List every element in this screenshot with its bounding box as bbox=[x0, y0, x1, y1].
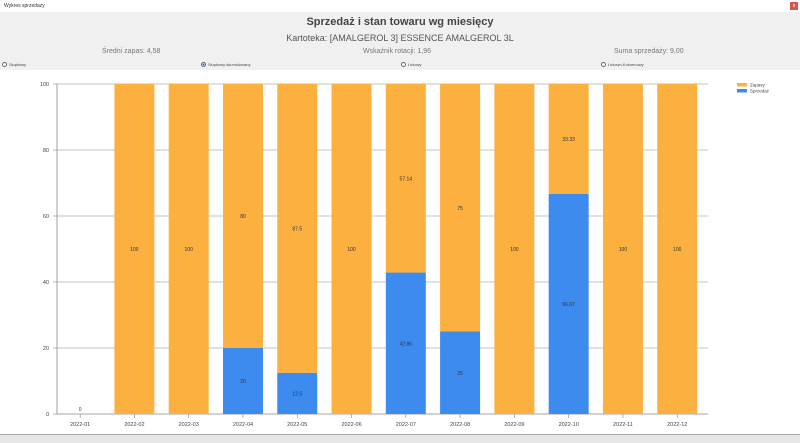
bar-sprzedaż bbox=[385, 272, 426, 414]
data-label: 33.33 bbox=[562, 137, 575, 143]
bar-zapasy bbox=[494, 84, 535, 414]
bar-sprzedaż bbox=[440, 331, 481, 414]
bar-zapasy bbox=[440, 84, 481, 332]
y-tick-label: 20 bbox=[43, 346, 49, 352]
x-tick-label: 2022-01 bbox=[70, 422, 90, 428]
y-tick-label: 40 bbox=[43, 280, 49, 286]
data-label: 0 bbox=[79, 407, 82, 413]
bar-zapasy bbox=[114, 84, 155, 414]
close-button[interactable]: x bbox=[790, 2, 798, 10]
bar-zapasy bbox=[222, 84, 263, 348]
y-tick-label: 100 bbox=[40, 82, 49, 88]
x-tick-label: 2022-02 bbox=[124, 422, 144, 428]
data-label: 100 bbox=[130, 247, 139, 253]
avg-stock-stat: Średni zapas: 4,58 bbox=[102, 48, 161, 55]
data-label: 87.5 bbox=[292, 226, 302, 232]
data-label: 12.5 bbox=[292, 391, 302, 397]
radio-line[interactable]: Liniowy bbox=[401, 62, 421, 67]
data-label: 100 bbox=[510, 247, 519, 253]
y-tick-label: 80 bbox=[43, 148, 49, 154]
data-label: 42.86 bbox=[400, 341, 413, 347]
data-label: 80 bbox=[240, 214, 246, 220]
rotation-stat: Wskaźnik rotacji: 1,96 bbox=[363, 48, 432, 55]
bottom-bar bbox=[0, 434, 800, 443]
legend-label: Sprzedaż bbox=[750, 89, 770, 94]
data-label: 75 bbox=[457, 206, 463, 212]
x-tick-label: 2022-07 bbox=[396, 422, 416, 428]
radio-bar[interactable]: Słupkowy bbox=[2, 62, 26, 67]
data-label: 100 bbox=[347, 247, 356, 253]
legend-swatch bbox=[737, 83, 747, 87]
window-title: Wykres sprzedazy bbox=[4, 3, 45, 9]
x-tick-label: 2022-03 bbox=[179, 422, 199, 428]
data-label: 100 bbox=[185, 247, 194, 253]
legend-label: Zapasy bbox=[750, 83, 766, 88]
y-tick-label: 0 bbox=[46, 412, 49, 418]
x-tick-label: 2022-06 bbox=[341, 422, 361, 428]
bar-zapasy bbox=[168, 84, 209, 414]
x-tick-label: 2022-11 bbox=[613, 422, 633, 428]
radio-icon bbox=[2, 62, 7, 67]
bar-zapasy bbox=[331, 84, 372, 414]
x-tick-label: 2022-09 bbox=[504, 422, 524, 428]
stacked-bar-chart: 02040608010002022-0101002022-0201002022-… bbox=[40, 82, 770, 428]
chart-header: Sprzedaż i stan towaru wg miesięcy Karto… bbox=[0, 12, 800, 70]
y-tick-label: 60 bbox=[43, 214, 49, 220]
radio-icon bbox=[601, 62, 606, 67]
x-tick-label: 2022-12 bbox=[667, 422, 687, 428]
bar-zapasy bbox=[385, 84, 426, 273]
bar-sprzedaż bbox=[277, 372, 318, 414]
data-label: 100 bbox=[673, 247, 682, 253]
item-subtitle: Kartoteka: [AMALGEROL 3] ESSENCE AMALGER… bbox=[286, 33, 514, 43]
x-tick-label: 2022-10 bbox=[559, 422, 579, 428]
sales-sum-stat: Suma sprzedaży: 9,00 bbox=[614, 48, 684, 55]
bar-zapasy bbox=[548, 84, 589, 194]
window-titlebar: Wykres sprzedazy x bbox=[0, 0, 800, 12]
radio-stacked-bar[interactable]: Słupkowy skumulowany bbox=[201, 62, 250, 67]
bar-sprzedaż bbox=[548, 193, 589, 414]
bar-zapasy bbox=[657, 84, 698, 414]
data-label: 57.14 bbox=[400, 176, 413, 182]
radio-icon bbox=[201, 62, 206, 67]
data-label: 25 bbox=[457, 371, 463, 377]
data-label: 20 bbox=[240, 379, 246, 385]
x-tick-label: 2022-08 bbox=[450, 422, 470, 428]
bar-zapasy bbox=[277, 84, 318, 373]
x-tick-label: 2022-04 bbox=[233, 422, 253, 428]
x-tick-label: 2022-05 bbox=[287, 422, 307, 428]
bar-zapasy bbox=[602, 84, 643, 414]
legend-swatch bbox=[737, 89, 747, 93]
radio-line-column[interactable]: Liniowo-Kolumnowy bbox=[601, 62, 644, 67]
chart-title: Sprzedaż i stan towaru wg miesięcy bbox=[306, 16, 494, 28]
data-label: 66.67 bbox=[562, 302, 575, 308]
data-label: 100 bbox=[619, 247, 628, 253]
bar-sprzedaż bbox=[222, 348, 263, 414]
radio-icon bbox=[401, 62, 406, 67]
